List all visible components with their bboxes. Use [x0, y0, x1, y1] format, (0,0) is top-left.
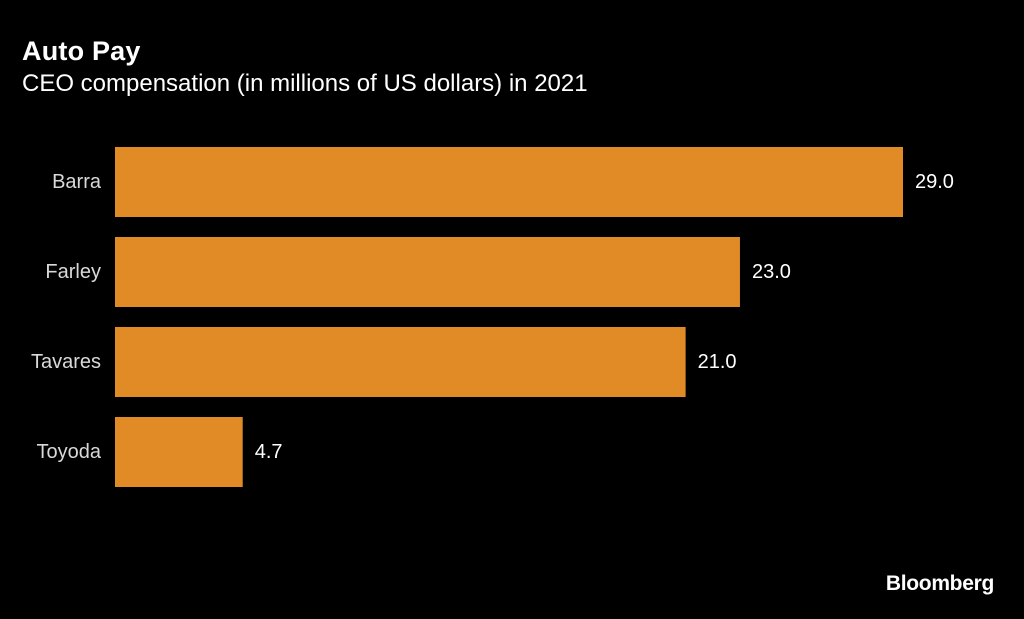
chart-title: Auto Pay: [22, 36, 141, 66]
category-label-toyoda: Toyoda: [37, 441, 102, 463]
value-label-tavares: 21.0: [698, 351, 737, 373]
value-label-toyoda: 4.7: [255, 441, 283, 463]
bar-toyoda: [115, 417, 243, 487]
bars-group: Barra 29.0 Farley 23.0 Tavares 21.0 Toyoda 4.7: [31, 147, 954, 487]
bar-barra: [115, 147, 903, 217]
category-label-tavares: Tavares: [31, 351, 101, 373]
category-label-farley: Farley: [45, 261, 101, 283]
value-label-barra: 29.0: [915, 171, 954, 193]
bar-tavares: [115, 327, 686, 397]
source-logo: Bloomberg: [885, 572, 994, 595]
category-label-barra: Barra: [52, 171, 102, 193]
value-label-farley: 23.0: [752, 261, 791, 283]
bar-farley: [115, 237, 740, 307]
chart-subtitle: CEO compensation (in millions of US doll…: [22, 70, 588, 97]
